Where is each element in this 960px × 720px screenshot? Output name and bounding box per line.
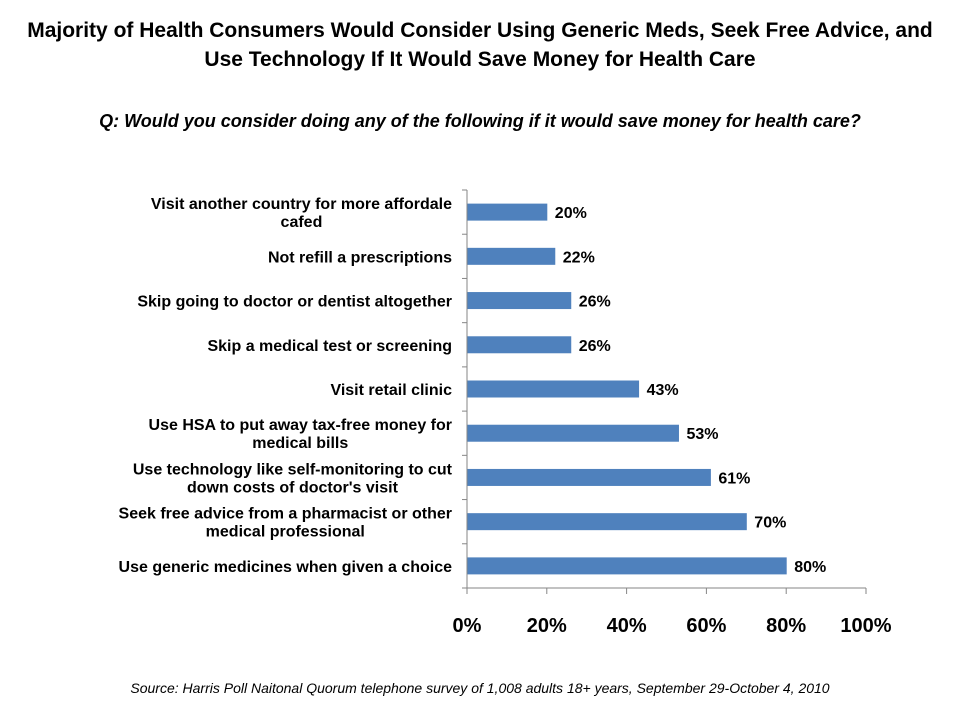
value-label: 20% (555, 205, 587, 222)
bar (467, 513, 747, 531)
category-label-line: Skip going to doctor or dentist altogeth… (137, 294, 452, 311)
bar (467, 336, 572, 354)
category-label-line: down costs of doctor's visit (187, 479, 399, 496)
category-label: Skip a medical test or screening (207, 338, 452, 355)
category-label-line: Use technology like self-monitoring to c… (133, 461, 453, 478)
category-label: Visit another country for more affordale… (151, 196, 452, 231)
category-label: Use generic medicines when given a choic… (119, 559, 453, 576)
category-label: Use technology like self-monitoring to c… (133, 461, 453, 496)
category-label-line: cafed (281, 214, 323, 231)
bar (467, 203, 548, 221)
category-label-line: Visit retail clinic (330, 382, 452, 399)
category-label: Not refill a prescriptions (268, 249, 452, 266)
chart-title: Majority of Health Consumers Would Consi… (27, 19, 933, 71)
category-label: Skip going to doctor or dentist altogeth… (137, 294, 452, 311)
value-label: 70% (754, 515, 786, 532)
category-label-line: Not refill a prescriptions (268, 249, 452, 266)
x-tick-label: 20% (527, 615, 567, 637)
value-label: 53% (686, 426, 718, 443)
value-label: 26% (579, 338, 611, 355)
axis-layer: 0% 20% 40% 60% 80% 100% (453, 189, 892, 637)
x-tick-label: 100% (840, 615, 891, 637)
category-label-line: Use HSA to put away tax-free money for (149, 417, 452, 434)
category-label-line: Visit another country for more affordale (151, 196, 452, 213)
category-label-line: Skip a medical test or screening (207, 338, 452, 355)
category-label-line: Seek free advice from a pharmacist or ot… (119, 506, 452, 523)
x-tick-label: 60% (686, 615, 726, 637)
value-label: 22% (563, 249, 595, 266)
bar (467, 247, 556, 265)
bar-layer (467, 203, 787, 575)
label-layer: 20% Visit another country for more afford… (119, 196, 827, 576)
bar (467, 557, 787, 575)
bar (467, 468, 711, 486)
value-label: 43% (647, 382, 679, 399)
category-label-line: medical bills (252, 435, 348, 452)
category-label: Use HSA to put away tax-free money for me… (149, 417, 452, 452)
category-label-line: medical professional (206, 524, 365, 541)
value-label: 61% (718, 470, 750, 487)
value-label: 80% (794, 559, 826, 576)
source-note: Source: Harris Poll Naitonal Quorum tele… (130, 680, 830, 696)
x-tick-label: 80% (766, 615, 806, 637)
bar (467, 292, 572, 310)
category-label-line: Use generic medicines when given a choic… (119, 559, 453, 576)
value-label: 26% (579, 294, 611, 311)
category-label: Visit retail clinic (330, 382, 452, 399)
bar (467, 380, 640, 398)
category-label: Seek free advice from a pharmacist or ot… (119, 506, 452, 541)
x-tick-label: 0% (453, 615, 482, 637)
chart-subtitle: Q: Would you consider doing any of the f… (99, 111, 861, 131)
x-tick-label: 40% (607, 615, 647, 637)
bar (467, 424, 679, 442)
